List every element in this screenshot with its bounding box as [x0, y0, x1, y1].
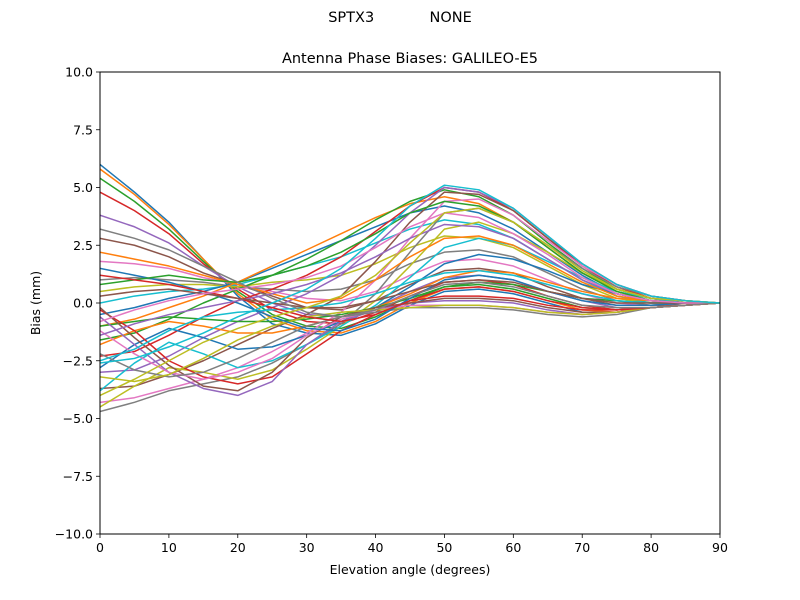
x-tick-label: 60 — [505, 540, 521, 555]
series-line-az37 — [100, 212, 720, 323]
x-tick-label: 0 — [96, 540, 104, 555]
y-axis-ticks: −10.0 −7.5 −5.0 −2.5 0.0 2.5 5.0 7.5 10.0 — [55, 65, 100, 542]
y-tick-label: 7.5 — [73, 122, 93, 137]
x-tick-label: 90 — [712, 540, 728, 555]
y-tick-label: 0.0 — [73, 296, 93, 311]
series-line-az28 — [100, 302, 720, 378]
series-line-az15 — [100, 186, 720, 374]
x-tick-label: 80 — [643, 540, 659, 555]
series-line-az32 — [100, 235, 720, 304]
series-line-az38 — [100, 228, 720, 318]
y-tick-label: −5.0 — [63, 411, 93, 426]
x-tick-label: 40 — [368, 540, 384, 555]
series-lines — [100, 163, 720, 413]
y-tick-label: −7.5 — [63, 469, 93, 484]
y-axis-label: Bias (mm) — [28, 271, 43, 335]
series-line-az33 — [100, 200, 720, 304]
series-line-az39 — [100, 207, 720, 397]
series-line-az22 — [100, 269, 720, 346]
x-tick-label: 10 — [161, 540, 177, 555]
x-tick-label: 50 — [436, 540, 452, 555]
series-line-az29 — [100, 302, 720, 383]
series-line-az18 — [100, 207, 720, 413]
x-tick-label: 30 — [299, 540, 315, 555]
x-axis-label: Elevation angle (degrees) — [330, 562, 491, 577]
series-line-az34 — [100, 274, 720, 323]
series-line-az27 — [100, 302, 720, 380]
y-tick-label: 10.0 — [65, 65, 93, 80]
plot-title: Antenna Phase Biases: GALILEO-E5 — [282, 51, 538, 67]
y-tick-label: −2.5 — [63, 353, 93, 368]
figure-suptitle: SPTX3 NONE — [0, 10, 800, 26]
series-line-az30 — [100, 269, 720, 362]
series-line-az40 — [100, 184, 720, 364]
x-axis-ticks: 0 10 20 30 40 50 60 70 80 90 — [96, 534, 728, 555]
suptitle-station: SPTX3 — [328, 10, 375, 26]
y-tick-label: 5.0 — [73, 180, 93, 195]
y-tick-label: −10.0 — [55, 527, 93, 542]
y-tick-label: 2.5 — [73, 238, 93, 253]
x-tick-label: 20 — [230, 540, 246, 555]
x-tick-label: 70 — [574, 540, 590, 555]
suptitle-radome: NONE — [429, 10, 472, 26]
